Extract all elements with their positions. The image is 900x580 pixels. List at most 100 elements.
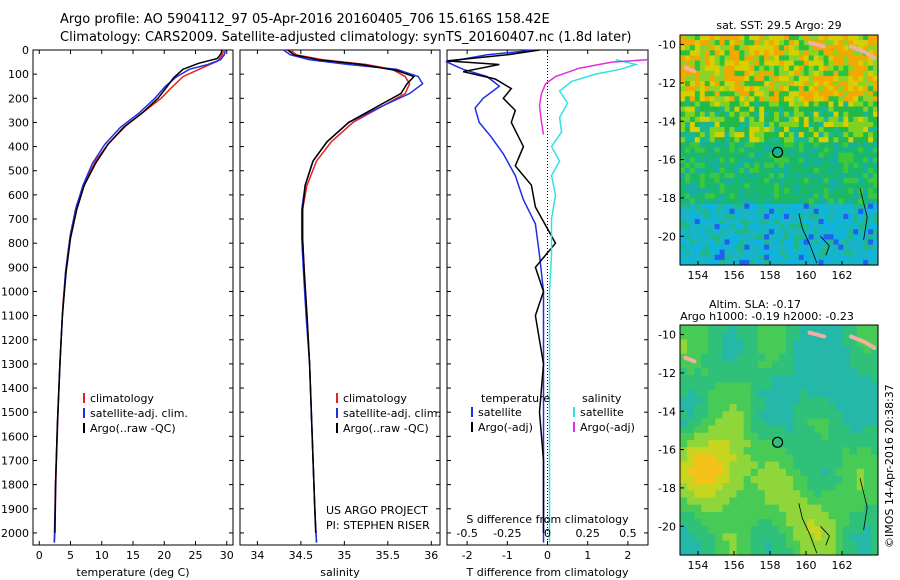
sst-cell	[848, 132, 854, 138]
sst-cell	[704, 244, 711, 251]
sst-cell	[764, 96, 770, 103]
sst-cell	[680, 91, 686, 97]
sst-cell	[803, 45, 810, 51]
sla-cell	[701, 425, 709, 434]
sst-cell	[818, 188, 825, 195]
sst-cell	[848, 203, 854, 210]
sst-cell	[818, 183, 825, 189]
sst-cell	[853, 116, 859, 123]
sst-cell	[754, 86, 760, 92]
sla-cell	[835, 519, 844, 527]
sst-cell	[680, 137, 686, 143]
map-y-tick-label: -16	[658, 154, 676, 167]
sla-cell	[715, 382, 724, 391]
sst-cell	[779, 234, 785, 241]
sst-cell	[833, 157, 839, 164]
sla-cell	[715, 346, 724, 355]
sst-cell	[754, 224, 760, 230]
sla-cell	[814, 432, 823, 441]
sla-cell	[687, 490, 695, 499]
sst-cell	[863, 249, 869, 256]
sst-cell	[808, 224, 815, 230]
sst-cell	[684, 35, 691, 41]
sla-cell	[750, 454, 759, 463]
sst-cell	[754, 203, 760, 210]
sla-cell	[828, 454, 837, 463]
sla-cell	[757, 526, 766, 535]
sla-cell	[736, 511, 745, 520]
sst-cell	[803, 106, 810, 113]
sst-cell	[798, 137, 805, 143]
sla-cell	[743, 547, 752, 556]
sla-cell	[842, 447, 851, 455]
sla-cell	[743, 519, 752, 527]
sst-cell	[709, 183, 716, 189]
sla-cell	[771, 346, 780, 355]
sst-cell	[788, 106, 795, 113]
sst-cell	[714, 183, 721, 189]
sst-cell	[873, 127, 879, 133]
sst-cell	[873, 70, 879, 77]
sst-cell	[769, 96, 775, 103]
sla-cell	[793, 339, 801, 348]
sla-cell	[870, 447, 879, 455]
sst-cell	[684, 167, 691, 174]
sst-cell	[734, 132, 740, 138]
sla-cell	[870, 411, 879, 420]
sst-cell	[783, 167, 790, 174]
sla-cell	[708, 425, 716, 434]
sla-cell	[687, 396, 695, 405]
sst-cell	[833, 111, 839, 118]
sst-cell	[704, 198, 711, 205]
sst-cell	[774, 45, 780, 51]
sla-cell	[687, 382, 695, 391]
sst-cell	[803, 188, 810, 195]
sst-cell	[808, 96, 815, 103]
sla-cell	[821, 526, 830, 535]
sst-cell	[709, 157, 716, 164]
sst-cell	[813, 157, 820, 164]
map-frame	[679, 324, 879, 556]
sst-cell	[808, 254, 815, 261]
sst-cell	[764, 162, 770, 169]
sst-cell	[734, 75, 740, 82]
sst-cell	[828, 65, 835, 72]
sst-cell	[759, 224, 765, 230]
sst-cell	[813, 86, 820, 92]
sla-cell	[814, 404, 823, 412]
sst-cell	[828, 183, 835, 189]
x-tick-label: 35.5	[376, 549, 401, 562]
sst-cell	[704, 81, 711, 87]
sla-cell	[729, 432, 738, 441]
sst-cell	[783, 142, 790, 149]
sst-cell	[853, 183, 859, 189]
sst-cell	[798, 188, 805, 195]
sst-cell	[813, 162, 820, 169]
sst-cell	[779, 229, 785, 235]
sla-cell	[722, 440, 731, 448]
sst-cell	[793, 91, 800, 97]
sst-cell	[739, 111, 745, 118]
sla-cell	[835, 411, 844, 420]
sla-cell	[856, 454, 865, 463]
sst-cell	[798, 40, 805, 46]
sst-cell	[774, 167, 780, 174]
sst-cell	[729, 157, 736, 164]
sst-cell	[754, 193, 760, 200]
sst-cell	[724, 244, 731, 251]
sla-cell	[771, 432, 780, 441]
sst-cell	[873, 75, 879, 82]
sla-cell	[793, 447, 801, 455]
sst-cell	[724, 157, 731, 164]
sst-cell	[774, 162, 780, 169]
sst-cell	[699, 121, 706, 128]
salinity-panel: 34 34.5 35 35.5 36salinityclimatologysatelli…	[239, 49, 441, 579]
sla-cell	[680, 447, 688, 455]
sst-cell	[729, 127, 736, 133]
sla-cell	[842, 475, 851, 484]
sst-cell	[729, 219, 736, 225]
sst-cell	[783, 147, 790, 154]
sst-cell	[714, 81, 721, 87]
sst-cell	[739, 203, 745, 210]
sst-cell	[783, 137, 790, 143]
